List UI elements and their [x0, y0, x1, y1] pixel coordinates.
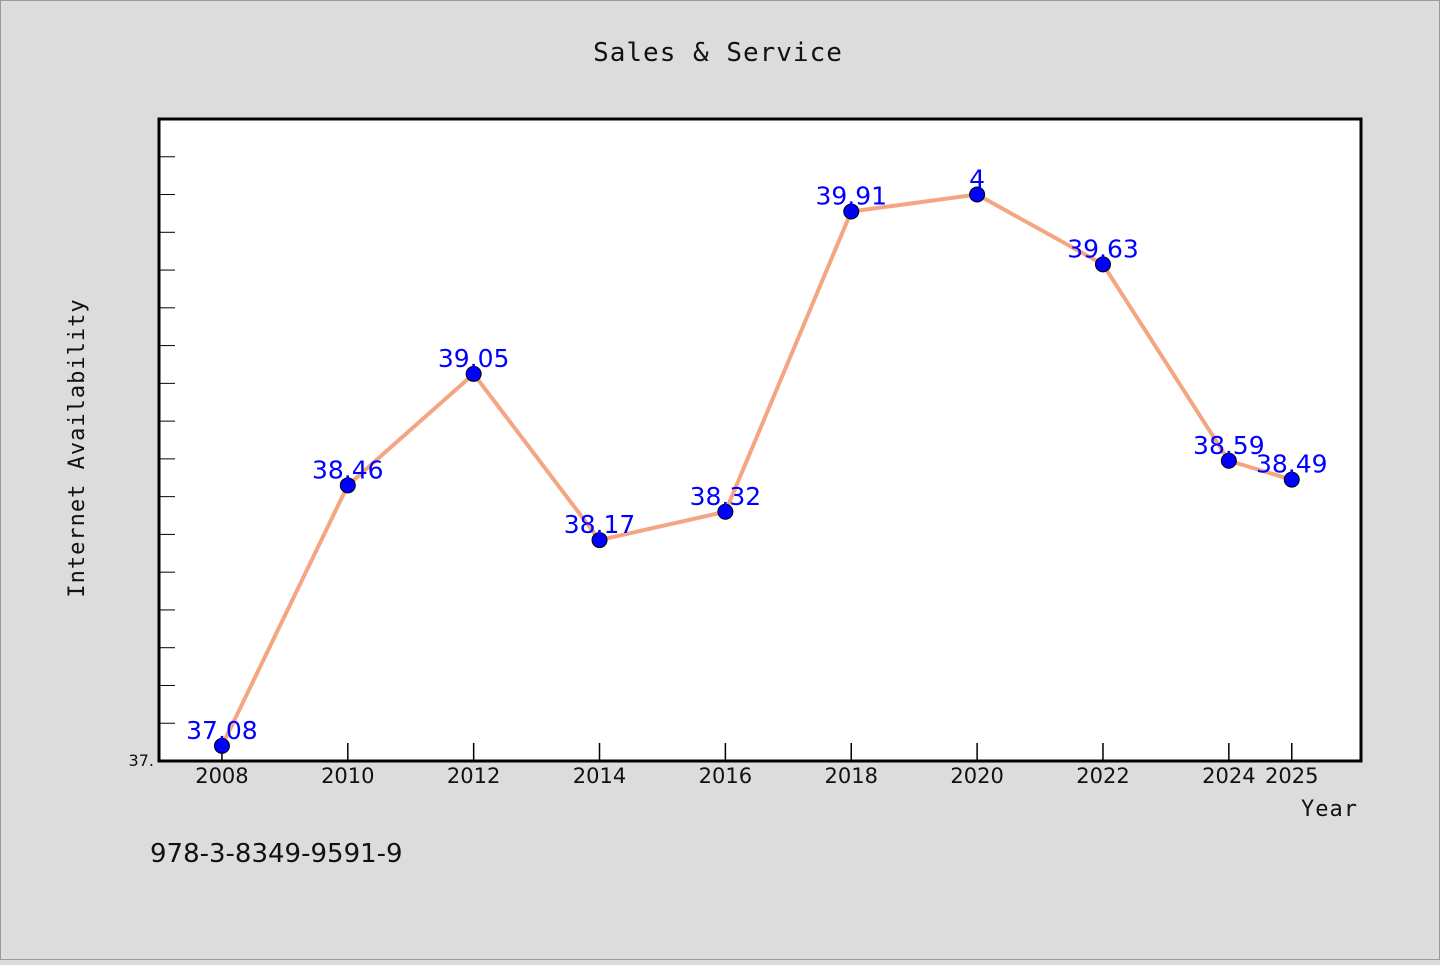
x-axis-label: Year [1301, 797, 1358, 822]
data-label: 37.08 [186, 716, 258, 745]
x-tick-label: 2010 [321, 764, 374, 788]
x-tick-label: 2020 [950, 764, 1003, 788]
data-label: 39.91 [815, 182, 887, 211]
x-tick-label: 2022 [1076, 764, 1129, 788]
data-label: 38.49 [1256, 450, 1328, 479]
series-layer: 37.08 38.46 39.05 38.17 38.32 39.91 4 39.63 38.5… [186, 165, 1328, 754]
data-point [1094, 256, 1111, 273]
x-axis-ticks: 2008 2010 2012 2014 2016 2018 2020 2022 2024 2025 [195, 743, 1319, 788]
chart-title: Sales & Service [593, 38, 843, 68]
data-point [843, 203, 860, 220]
data-point [969, 186, 986, 203]
series-line [219, 192, 1294, 748]
data-label: 38.17 [564, 510, 636, 539]
x-tick-label: 2018 [825, 764, 878, 788]
data-point [591, 532, 608, 549]
data-label: 38.59 [1193, 431, 1265, 460]
x-tick-label: 2016 [699, 764, 752, 788]
x-tick-label: 2024 [1202, 764, 1255, 788]
data-point [717, 503, 734, 520]
data-label: 39.05 [438, 344, 510, 373]
data-label: 39.63 [1067, 234, 1139, 263]
data-label: 38.46 [312, 455, 384, 484]
y-tick-label: 37. [129, 751, 154, 770]
x-tick-label: 2014 [573, 764, 626, 788]
footer-code: 978-3-8349-9591-9 [150, 839, 403, 869]
data-label: 38.32 [690, 482, 762, 511]
y-axis-minor-ticks [159, 118, 175, 762]
data-point [465, 365, 482, 382]
plot-area [157, 117, 1363, 763]
data-point [339, 477, 356, 494]
data-point [1283, 471, 1300, 488]
data-point [213, 737, 230, 754]
y-axis-label: Internet Availability [65, 298, 90, 597]
x-tick-label: 2012 [447, 764, 500, 788]
data-label: 4 [969, 165, 985, 194]
x-tick-label: 2008 [195, 764, 248, 788]
data-point [1220, 452, 1237, 469]
x-tick-label: 2025 [1265, 764, 1318, 788]
